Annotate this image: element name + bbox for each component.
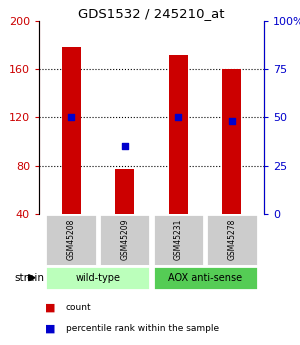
- Text: strain: strain: [15, 273, 45, 283]
- Bar: [45, 214, 97, 266]
- Point: [230, 118, 234, 124]
- Text: GSM45208: GSM45208: [67, 219, 76, 260]
- Bar: [169, 55, 188, 214]
- Text: GSM45231: GSM45231: [174, 219, 183, 260]
- Bar: [153, 214, 204, 266]
- Bar: [62, 47, 80, 214]
- Bar: [153, 266, 258, 290]
- Point: [69, 115, 74, 120]
- Bar: [99, 214, 150, 266]
- Point: [176, 115, 181, 120]
- Text: GSM45209: GSM45209: [120, 219, 129, 260]
- Text: ■: ■: [45, 303, 56, 313]
- Point: [122, 144, 127, 149]
- Text: count: count: [66, 304, 92, 313]
- Text: percentile rank within the sample: percentile rank within the sample: [66, 324, 219, 333]
- Text: wild-type: wild-type: [75, 273, 120, 283]
- Bar: [45, 266, 150, 290]
- Text: AOX anti-sense: AOX anti-sense: [168, 273, 242, 283]
- Title: GDS1532 / 245210_at: GDS1532 / 245210_at: [78, 7, 225, 20]
- Bar: [206, 214, 258, 266]
- Text: ■: ■: [45, 323, 56, 333]
- Bar: [223, 69, 241, 214]
- Bar: [115, 169, 134, 214]
- Text: GSM45278: GSM45278: [227, 219, 236, 260]
